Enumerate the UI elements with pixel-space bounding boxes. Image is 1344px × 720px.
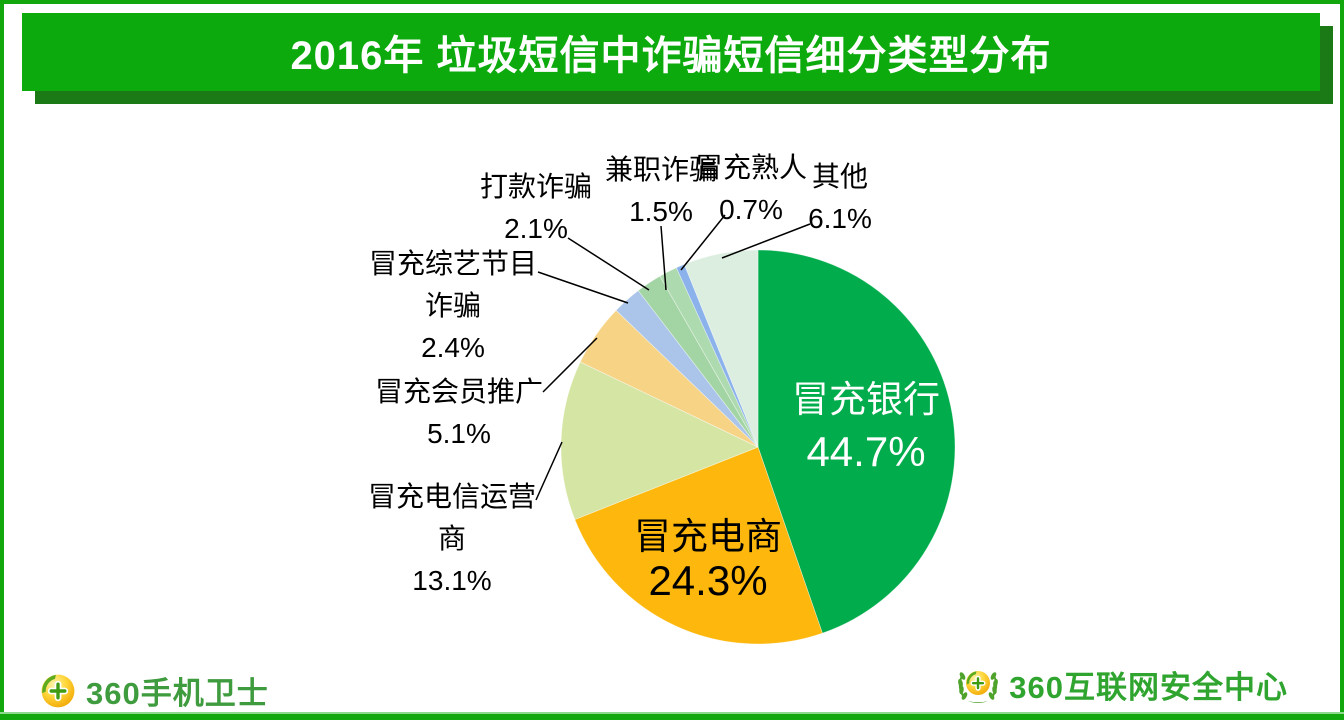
- leader-line-8: [721, 223, 811, 259]
- footer-logo-360-mobile-guard: 360手机卫士: [40, 668, 269, 713]
- leader-line-3: [542, 337, 598, 393]
- pie-slice-8: [683, 249, 759, 448]
- 360-ball-icon: [41, 674, 75, 707]
- leader-line-6: [660, 225, 667, 291]
- page-title: 2016年 垃圾短信中诈骗短信细分类型分布: [290, 34, 1052, 78]
- bottom-green-bar: [0, 712, 1344, 720]
- footer-right-logo-text: 360互联网安全中心: [1009, 670, 1288, 705]
- 360-wreath-icon: [958, 670, 999, 703]
- footer-logo-360-security-center: 360互联网安全中心: [955, 662, 1288, 707]
- header-banner: 2016年 垃圾短信中诈骗短信细分类型分布: [22, 13, 1320, 91]
- leader-line-2: [535, 441, 563, 501]
- leader-line-4: [537, 271, 629, 304]
- pie-slice-0: [757, 249, 956, 634]
- leader-line-7: [680, 214, 726, 271]
- pie-slice-2: [560, 361, 759, 520]
- footer-left-logo-text: 360手机卫士: [86, 676, 269, 711]
- pie-slice-1: [574, 446, 823, 645]
- leader-line-5: [567, 237, 650, 291]
